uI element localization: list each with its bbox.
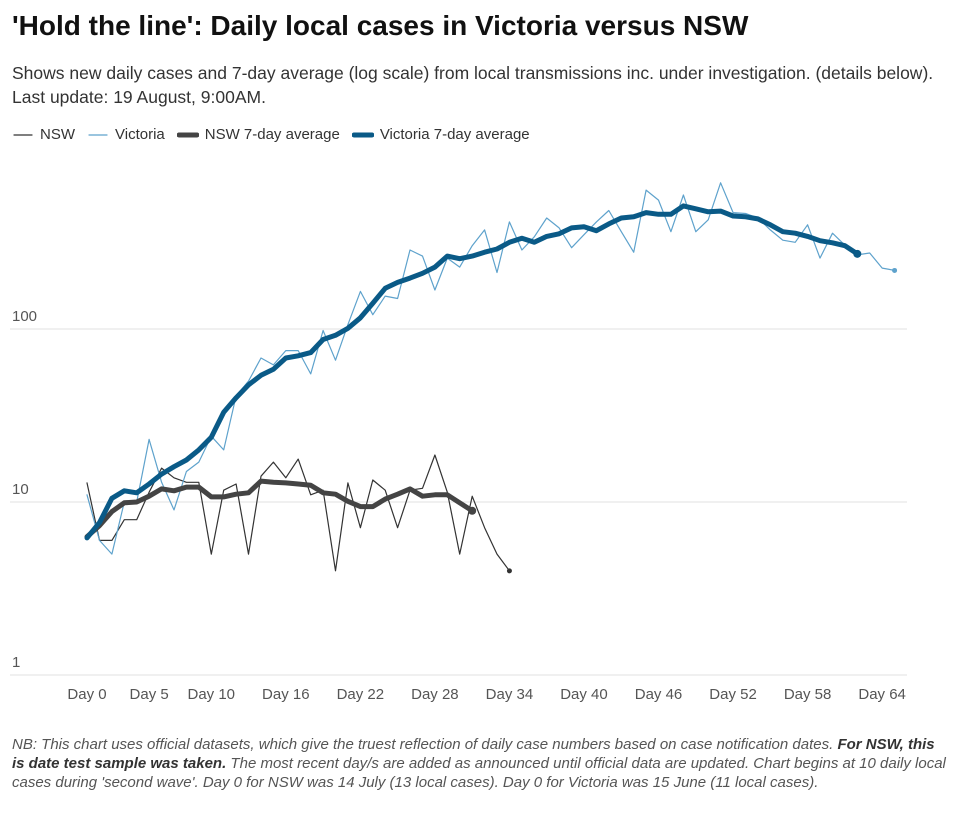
legend-swatch <box>13 133 33 136</box>
x-tick-label: Day 10 <box>188 686 236 703</box>
chart-title: 'Hold the line': Daily local cases in Vi… <box>12 10 749 41</box>
note-text: For NSW, this is date test sample was ta… <box>12 736 935 772</box>
legend-label: NSW <box>40 126 75 143</box>
end-point <box>506 568 512 574</box>
x-tick-label: Day 5 <box>130 686 169 703</box>
y-tick-label: 1 <box>12 654 20 671</box>
y-tick-label: 10 <box>12 481 29 498</box>
x-tick-label: Day 52 <box>709 686 757 703</box>
legend-swatch <box>176 132 199 137</box>
notes: NB: This chart uses official datasets, w… <box>12 735 947 792</box>
legend-swatch <box>351 132 374 137</box>
note-text: NB: This chart uses official datasets, w… <box>12 736 838 753</box>
series-line <box>84 203 860 541</box>
chart: 1 10 100 Day 0 Day 5 Day 10 Day 16 Day 22 Day 28… <box>10 182 907 703</box>
y-tick-label: 100 <box>12 308 37 325</box>
x-tick-label: Day 64 <box>858 686 906 703</box>
legend-item: NSW <box>12 126 75 143</box>
legend-label: Victoria <box>115 126 165 143</box>
end-point <box>892 267 898 273</box>
legend-item: Victoria 7-day average <box>351 126 530 143</box>
legend-item: NSW 7-day average <box>176 126 340 143</box>
legend: NSW Victoria NSW 7-day average Victoria 7-d… <box>12 126 530 143</box>
end-point <box>853 249 862 258</box>
legend-label: Victoria 7-day average <box>379 126 530 143</box>
x-tick-label: Day 58 <box>784 686 832 703</box>
x-tick-label: Day 34 <box>486 686 534 703</box>
x-tick-label: Day 28 <box>411 686 459 703</box>
x-tick-label: Day 46 <box>635 686 683 703</box>
legend-item: Victoria <box>87 126 165 143</box>
note-text: The most recent day/s are added as annou… <box>12 755 946 791</box>
x-tick-label: Day 40 <box>560 686 608 703</box>
x-tick-label: Day 0 <box>67 686 106 703</box>
chart-subtitle: Shows new daily cases and 7-day average … <box>12 63 934 107</box>
x-tick-label: Day 16 <box>262 686 310 703</box>
end-point <box>468 506 477 515</box>
series-line <box>86 182 896 555</box>
series-line <box>86 454 510 572</box>
x-tick-label: Day 22 <box>337 686 385 703</box>
series-line <box>84 478 475 540</box>
legend-swatch <box>88 133 108 136</box>
legend-label: NSW 7-day average <box>204 126 340 143</box>
